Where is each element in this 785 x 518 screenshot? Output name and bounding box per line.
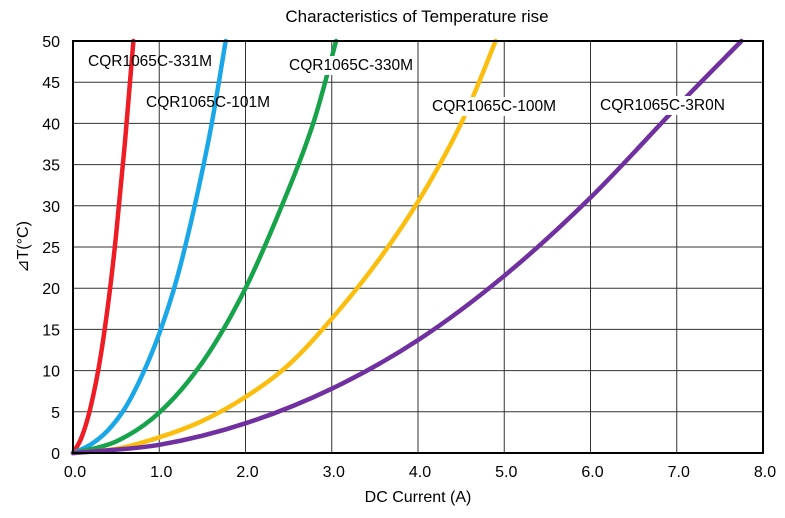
x-tick-label: 4.0 — [409, 464, 431, 481]
y-tick-label: 30 — [42, 199, 60, 216]
x-tick-labels: 0.0 1.0 2.0 3.0 4.0 5.0 6.0 7.0 8.0 — [64, 464, 776, 481]
x-tick-label: 0.0 — [64, 464, 86, 481]
series-label-group-0: CQR1065C-331M — [88, 53, 212, 70]
series-label-group-3: CQR1065C-100M — [430, 97, 559, 116]
x-tick-label: 8.0 — [754, 464, 776, 481]
y-tick-label: 15 — [42, 322, 60, 339]
series-label-1: CQR1065C-101M — [146, 94, 270, 111]
series-label-group-4: CQR1065C-3R0N — [598, 96, 727, 115]
series-line-3 — [70, 38, 498, 456]
series-label-group-1: CQR1065C-101M — [146, 94, 270, 111]
y-tick-label: 0 — [51, 446, 60, 463]
series-label-group-2: CQR1065C-330M — [287, 56, 416, 75]
series-labels: CQR1065C-331M CQR1065C-101M CQR1065C-330M C… — [88, 53, 727, 116]
series-label-bg — [598, 96, 727, 115]
x-axis-label: DC Current (A) — [365, 489, 472, 506]
x-tick-label: 6.0 — [581, 464, 603, 481]
x-tick-label: 2.0 — [236, 464, 258, 481]
series-line-1 — [70, 38, 228, 456]
x-tick-label: 3.0 — [323, 464, 345, 481]
series-label-4: CQR1065C-3R0N — [600, 97, 725, 114]
series-label-3: CQR1065C-100M — [432, 98, 556, 115]
y-tick-label: 5 — [51, 405, 60, 422]
y-tick-labels: 0 5 10 15 20 25 30 35 40 45 50 — [42, 34, 60, 463]
x-tick-label: 1.0 — [150, 464, 172, 481]
y-tick-label: 25 — [42, 240, 60, 257]
series-line-0 — [70, 38, 136, 456]
chart-title: Characteristics of Temperature rise — [285, 7, 548, 26]
series-line-2 — [70, 38, 339, 456]
x-tick-label: 5.0 — [495, 464, 517, 481]
y-tick-label: 10 — [42, 364, 60, 381]
series-label-0: CQR1065C-331M — [88, 53, 212, 70]
y-axis-label: ⊿T(°C) — [15, 221, 32, 273]
series-label-bg — [430, 97, 559, 116]
y-tick-label: 35 — [42, 158, 60, 175]
y-tick-label: 50 — [42, 34, 60, 51]
x-tick-label: 7.0 — [668, 464, 690, 481]
y-tick-label: 40 — [42, 116, 60, 133]
series-label-2: CQR1065C-330M — [289, 57, 413, 74]
y-tick-label: 20 — [42, 281, 60, 298]
series-line-4 — [70, 38, 744, 456]
plot-frame — [72, 40, 764, 454]
series-label-bg — [287, 56, 416, 75]
y-tick-label: 45 — [42, 75, 60, 92]
series-lines — [70, 38, 744, 456]
